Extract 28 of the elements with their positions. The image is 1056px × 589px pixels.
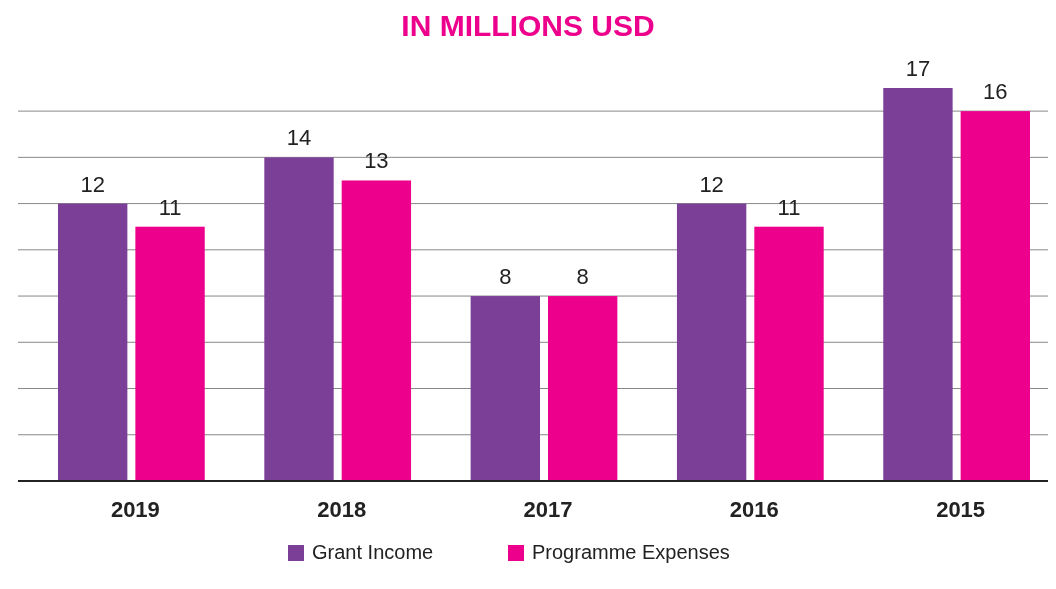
bar [264, 157, 334, 481]
data-label: 12 [80, 171, 105, 197]
x-tick-label: 2019 [110, 497, 160, 522]
bar [58, 203, 128, 481]
legend-label: Programme Expenses [532, 541, 730, 563]
legend-label: Grant Income [312, 541, 434, 563]
data-label: 8 [576, 264, 589, 290]
x-tick-label: 2015 [936, 497, 986, 522]
data-label: 17 [905, 56, 931, 81]
bar [470, 296, 540, 481]
data-label: 12 [699, 171, 724, 197]
bar [676, 203, 747, 481]
data-label: 11 [777, 194, 801, 220]
data-label: 8 [499, 264, 512, 290]
bar [883, 88, 953, 481]
bar [135, 226, 205, 481]
x-tick-label: 2016 [729, 497, 779, 522]
bar [960, 111, 1030, 481]
data-label: 16 [983, 79, 1008, 105]
bar [754, 226, 824, 481]
x-tick-label: 2018 [317, 497, 367, 522]
bar [341, 180, 412, 481]
chart-title: IN MILLIONS USD [401, 9, 655, 42]
x-tick-label: 2017 [523, 497, 573, 522]
data-label: 11 [158, 194, 182, 220]
data-label: 14 [286, 125, 312, 151]
bar [548, 296, 618, 481]
data-label: 13 [364, 148, 389, 174]
